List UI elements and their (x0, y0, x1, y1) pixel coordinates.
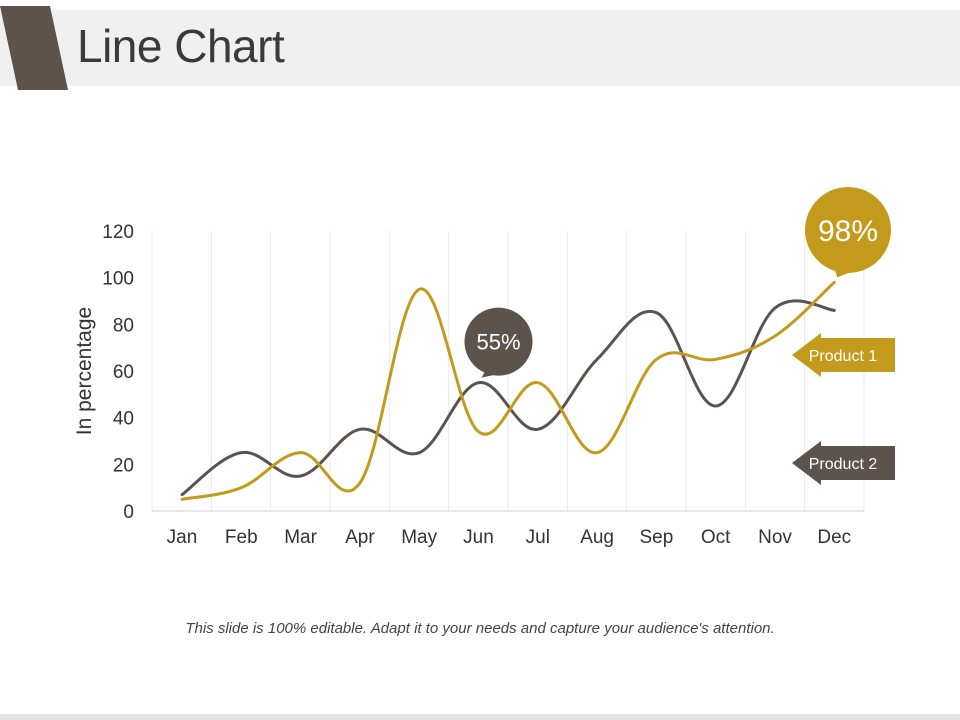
callout-bubble: 55% (464, 307, 533, 378)
y-tick-label: 60 (113, 362, 134, 383)
callout-bubble: 98% (805, 187, 891, 278)
legend-arrow (792, 333, 895, 377)
x-tick-label: Aug (580, 527, 614, 548)
chart-legend: Product 1 Product 2 (792, 333, 895, 485)
y-tick-label: 40 (113, 409, 134, 430)
y-axis-label: In percentage (73, 307, 96, 435)
x-tick-label: Oct (701, 527, 731, 548)
chart-series (180, 280, 836, 501)
header-accent-tab (0, 6, 68, 90)
x-tick-label: Jun (463, 527, 494, 548)
legend-arrow (792, 441, 895, 485)
legend-label: Product 1 (809, 348, 878, 365)
x-axis-ticks: Jan Feb Mar Apr May Jun Jul Aug Sep Oct Nov Dec (167, 527, 852, 548)
legend-item-product-1: Product 1 (792, 333, 895, 377)
series-line-product-1 (180, 280, 836, 501)
callout-label: 98% (818, 215, 878, 248)
y-tick-label: 120 (102, 222, 134, 243)
x-tick-label: May (401, 527, 437, 548)
y-tick-label: 100 (102, 269, 134, 290)
x-tick-label: Apr (345, 527, 375, 548)
x-tick-label: Feb (225, 527, 258, 548)
legend-label: Product 2 (809, 456, 878, 473)
chart-callouts: 55% 98% (464, 187, 891, 378)
x-tick-label: Jan (167, 527, 198, 548)
chart-grid (151, 231, 865, 512)
callout-circle (464, 307, 533, 376)
series-line-product-2 (180, 299, 836, 497)
legend-item-product-2: Product 2 (792, 441, 895, 485)
callout-circle (805, 187, 891, 273)
y-axis-ticks: 0 20 40 60 80 100 120 (102, 222, 134, 523)
x-tick-label: Dec (817, 527, 851, 548)
x-tick-label: Sep (639, 527, 673, 548)
y-tick-label: 0 (123, 502, 134, 523)
x-tick-label: Nov (758, 527, 792, 548)
header-band (0, 10, 960, 86)
slide-caption: This slide is 100% editable. Adapt it to… (185, 620, 775, 637)
page-title: Line Chart (77, 20, 285, 72)
callout-label: 55% (476, 330, 520, 355)
footer-bar (0, 714, 960, 720)
x-tick-label: Mar (284, 527, 317, 548)
x-tick-label: Jul (526, 527, 550, 548)
y-tick-label: 80 (113, 315, 134, 336)
y-tick-label: 20 (113, 455, 134, 476)
